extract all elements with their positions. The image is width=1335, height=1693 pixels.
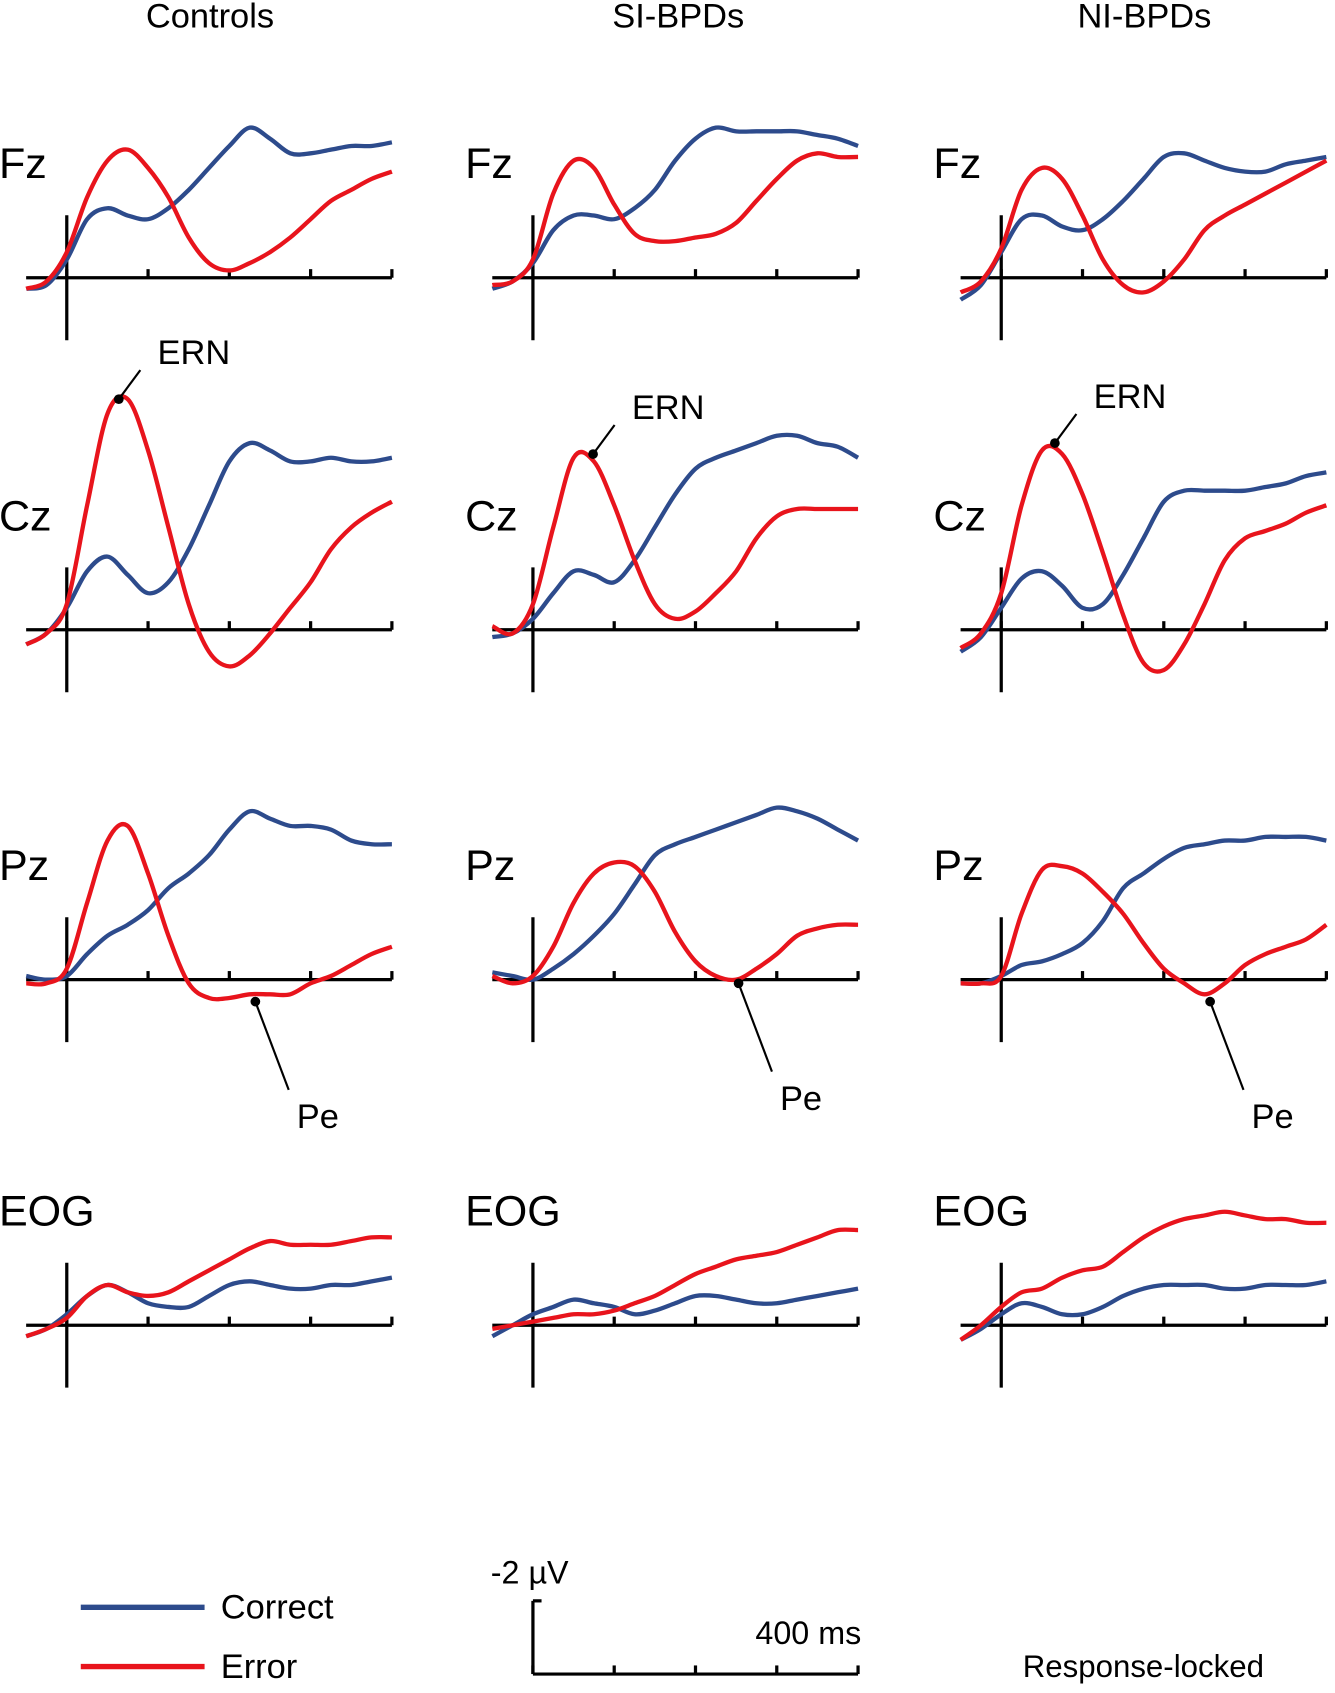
annotation-label: Pe bbox=[780, 1080, 822, 1118]
annotation-point bbox=[733, 978, 744, 989]
legend-label: Correct bbox=[221, 1589, 334, 1627]
erp-line bbox=[959, 158, 1328, 295]
erp-line bbox=[25, 1234, 392, 1339]
erp-line bbox=[491, 859, 859, 986]
erp-line bbox=[491, 1227, 859, 1332]
erp-line bbox=[959, 443, 1328, 674]
panel-label: Fz bbox=[465, 140, 513, 188]
annotation-leader bbox=[592, 424, 616, 455]
annotation-leader bbox=[737, 982, 773, 1072]
erp-line bbox=[25, 440, 393, 647]
panel-label: EOG bbox=[465, 1188, 561, 1236]
annotation-label: ERN bbox=[158, 334, 231, 372]
panel-label: Pz bbox=[0, 842, 49, 890]
panel-label: Cz bbox=[0, 492, 52, 540]
erp-line bbox=[26, 821, 393, 1002]
erp-line bbox=[959, 470, 1327, 654]
annotation-label: Pe bbox=[1252, 1098, 1294, 1136]
annotation-point bbox=[250, 996, 261, 1007]
panel-label: Fz bbox=[933, 140, 981, 188]
erp-line bbox=[491, 805, 860, 983]
annotation-point bbox=[1050, 438, 1060, 448]
annotation-label: ERN bbox=[632, 389, 705, 427]
erp-line bbox=[491, 449, 859, 637]
column-title: Controls bbox=[146, 0, 274, 35]
erp-line bbox=[25, 1275, 393, 1339]
annotation-leader bbox=[117, 369, 142, 400]
panel-label: EOG bbox=[0, 1188, 95, 1236]
erp-line bbox=[960, 862, 1328, 997]
panel-label: Pz bbox=[933, 842, 983, 890]
note: Response-locked bbox=[1023, 1649, 1264, 1684]
erp-line bbox=[959, 1279, 1327, 1342]
annotation-point bbox=[1205, 996, 1215, 1007]
erp-line bbox=[491, 432, 860, 640]
column-title: SI-BPDs bbox=[612, 0, 744, 35]
column-title: NI-BPDs bbox=[1077, 0, 1211, 35]
scale-bar-y-label: -2 µV bbox=[491, 1555, 569, 1591]
erp-line bbox=[960, 834, 1327, 987]
annotation-leader bbox=[254, 1001, 290, 1091]
erp-line bbox=[959, 150, 1327, 302]
erp-line bbox=[25, 147, 393, 291]
panel-label: Fz bbox=[0, 140, 47, 188]
erp-line bbox=[491, 125, 859, 291]
legend-label: Error bbox=[221, 1648, 298, 1686]
erp-line bbox=[491, 151, 859, 288]
panel-label: Cz bbox=[933, 492, 986, 540]
panel-label: EOG bbox=[933, 1188, 1029, 1236]
annotation-label: ERN bbox=[1094, 378, 1167, 416]
panel-label: Pz bbox=[465, 842, 515, 890]
scale-bar-x-label: 400 ms bbox=[755, 1615, 861, 1651]
erp-line bbox=[25, 125, 393, 291]
annotation-label: Pe bbox=[297, 1098, 339, 1136]
panel-label: Cz bbox=[465, 492, 518, 540]
annotation-leader bbox=[1209, 1001, 1245, 1091]
erp-line bbox=[959, 1209, 1327, 1342]
erp-line bbox=[25, 808, 392, 982]
annotation-point bbox=[113, 394, 124, 405]
erp-line bbox=[491, 1286, 859, 1339]
annotation-leader bbox=[1054, 413, 1078, 444]
erp-line bbox=[25, 394, 393, 669]
annotation-point bbox=[588, 449, 598, 459]
